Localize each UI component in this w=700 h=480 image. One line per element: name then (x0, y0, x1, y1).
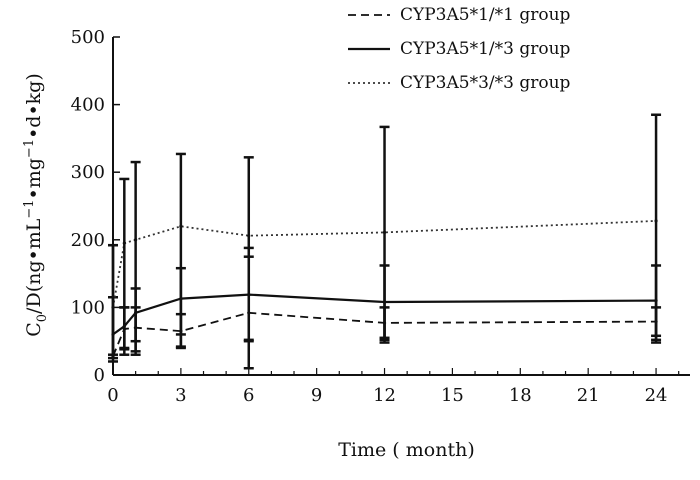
x-tick-label: 21 (577, 385, 600, 406)
y-axis-title-part: −1 (22, 139, 37, 158)
y-tick-label: 100 (71, 297, 105, 318)
series-dotted (108, 113, 662, 370)
x-axis-title: Time ( month) (338, 439, 474, 461)
data-point (134, 238, 138, 242)
axis-labels: Time ( month)C0/D(ng•mL−1•mg−1•d•kg) (22, 73, 475, 461)
y-axis-title: C0/D(ng•mL−1•mg−1•d•kg) (22, 73, 50, 337)
y-axis-title-part: −1 (22, 199, 37, 218)
y-tick-label: 400 (71, 95, 105, 116)
data-point (382, 230, 387, 234)
axes: 0 100 200 300 400 500 0 3 6 9 12 15 18 21 24 (71, 27, 690, 406)
y-tick-label: 0 (94, 365, 105, 386)
x-tick-label: 15 (441, 385, 464, 406)
data-point (122, 241, 126, 245)
legend-label: CYP3A5*1/*1 group (400, 5, 571, 25)
x-tick-label: 12 (373, 385, 396, 406)
plot-area (108, 113, 662, 370)
y-axis-title-part: •mg (23, 158, 45, 199)
x-tick-label: 3 (175, 385, 186, 406)
data-point (654, 219, 658, 223)
legend: CYP3A5*1/*1 group CYP3A5*1/*3 group CYP3A5… (348, 5, 571, 93)
y-tick-label: 500 (71, 27, 105, 48)
data-point (247, 234, 251, 238)
y-axis-title-part: /D(ng•mL (23, 218, 45, 314)
legend-item: CYP3A5*1/*3 group (348, 39, 571, 59)
data-point (179, 224, 183, 228)
y-tick-label: 200 (71, 230, 105, 251)
y-axis-title-part: C (23, 322, 45, 337)
legend-label: CYP3A5*3/*3 group (400, 73, 571, 93)
data-point (111, 305, 115, 309)
y-tick-label: 300 (71, 162, 105, 183)
x-tick-label: 6 (243, 385, 254, 406)
x-tick-label: 0 (107, 385, 118, 406)
y-axis-title-part: •d•kg) (23, 73, 45, 139)
y-axis-title-part: 0 (35, 314, 50, 322)
x-tick-label: 24 (645, 385, 668, 406)
x-tick-label: 18 (509, 385, 532, 406)
legend-item: CYP3A5*1/*1 group (348, 5, 571, 25)
x-tick-label: 9 (311, 385, 322, 406)
legend-item: CYP3A5*3/*3 group (348, 73, 571, 93)
legend-label: CYP3A5*1/*3 group (400, 39, 571, 59)
